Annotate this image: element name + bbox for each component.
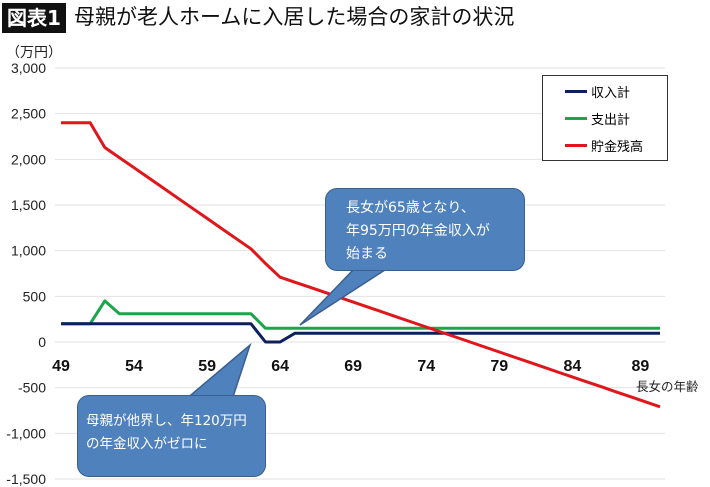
y-tick-label: 1,500 [11, 197, 46, 213]
legend-label: 収入計 [591, 86, 631, 101]
y-tick-label: 500 [23, 288, 47, 304]
x-tick-label: 74 [417, 358, 435, 375]
series-line-expense [61, 299, 660, 330]
x-axis-label: 長女の年齢 [636, 379, 699, 394]
x-tick-label: 89 [631, 358, 649, 375]
legend-item-savings: 貯金残高 [565, 136, 643, 155]
y-tick-label: -1,000 [6, 425, 46, 441]
y-tick-label: 2,500 [11, 106, 46, 122]
legend-swatch [565, 144, 587, 147]
legend: 収入計 支出計 貯金残高 [542, 75, 668, 161]
callout-line: 長女が65歳となり、 [346, 200, 475, 216]
x-tick-label: 54 [125, 358, 143, 375]
x-tick-label: 84 [563, 358, 581, 375]
legend-swatch [565, 90, 587, 93]
callout-pension-start: 長女が65歳となり、 年95万円の年金収入が 始まる [325, 188, 525, 271]
series-line-savings [61, 121, 661, 409]
x-tick-label: 64 [271, 358, 289, 375]
x-tick-label: 69 [344, 358, 362, 375]
callout-tail-pension-start [299, 267, 391, 326]
chart-title: 母親が老人ホームに入居した場合の家計の状況 [74, 5, 515, 29]
y-axis-unit-label: （万円） [6, 45, 62, 61]
legend-label: 貯金残高 [591, 140, 644, 155]
callout-line: 母親が他界し、年120万円 [86, 413, 247, 429]
y-tick-label: 1,000 [11, 243, 46, 259]
x-tick-label: 49 [52, 358, 70, 375]
legend-swatch [565, 117, 587, 120]
y-tick-label: -1,500 [6, 471, 46, 487]
legend-label: 支出計 [591, 113, 631, 128]
callout-tail-mother-death [182, 342, 252, 401]
y-tick-label: -500 [18, 380, 46, 396]
x-tick-label: 79 [490, 358, 508, 375]
legend-item-expense: 支出計 [565, 109, 630, 128]
callout-line: 始まる [346, 246, 388, 262]
figure-badge: 図表1 [2, 3, 66, 33]
legend-item-income: 収入計 [565, 82, 630, 101]
series-line-income [61, 322, 660, 344]
callout-line: 年95万円の年金収入が [346, 223, 490, 239]
y-tick-label: 0 [38, 334, 46, 350]
callout-line: の年金収入がゼロに [86, 436, 208, 452]
callout-mother-death: 母親が他界し、年120万円 の年金収入がゼロに [77, 395, 266, 477]
y-tick-label: 3,000 [11, 60, 46, 76]
y-tick-label: 2,000 [11, 151, 46, 167]
x-tick-label: 59 [198, 358, 216, 375]
